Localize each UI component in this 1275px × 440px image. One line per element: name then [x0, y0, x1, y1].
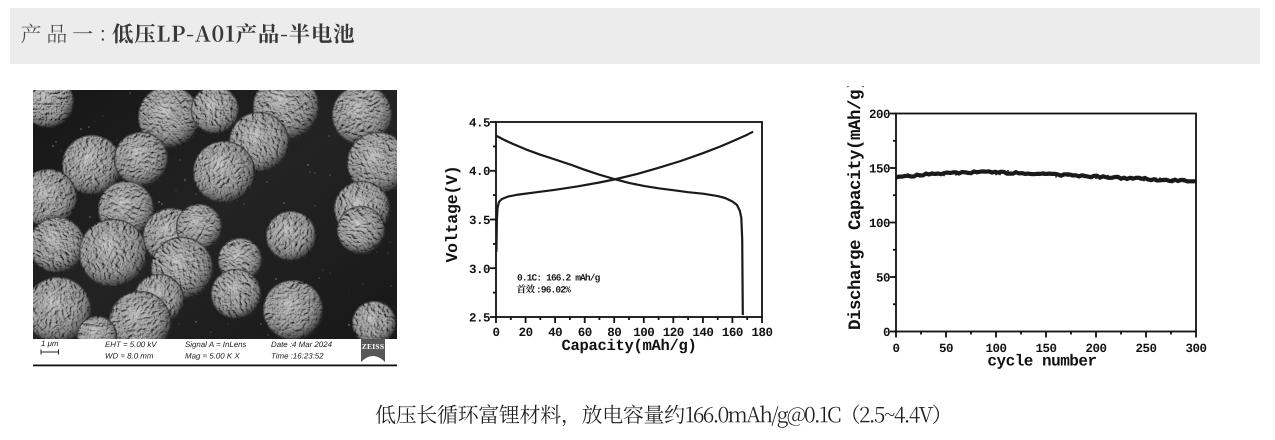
- svg-text:50: 50: [876, 272, 890, 286]
- svg-text:0: 0: [883, 326, 890, 340]
- svg-text:80: 80: [607, 326, 621, 340]
- svg-text:Date :4 Mar 2024: Date :4 Mar 2024: [271, 340, 333, 349]
- svg-text:100: 100: [985, 342, 1006, 356]
- svg-text:300: 300: [1185, 342, 1206, 356]
- svg-text:4.5: 4.5: [469, 117, 490, 131]
- svg-text:3.5: 3.5: [469, 214, 490, 228]
- svg-text:EHT = 5.00 kV: EHT = 5.00 kV: [105, 340, 157, 349]
- svg-text:1 μm: 1 μm: [41, 339, 59, 348]
- svg-text:160: 160: [722, 326, 743, 340]
- svg-text:Voltage(V): Voltage(V): [443, 165, 462, 262]
- svg-text:WD = 8.0 mm: WD = 8.0 mm: [105, 352, 154, 361]
- svg-text:2.5: 2.5: [469, 312, 490, 326]
- svg-text:150: 150: [1035, 342, 1056, 356]
- svg-text:0.1C: 166.2 mAh/g: 0.1C: 166.2 mAh/g: [517, 273, 601, 284]
- svg-text:60: 60: [578, 326, 592, 340]
- svg-text:ZEISS: ZEISS: [362, 342, 385, 351]
- svg-text:180: 180: [751, 326, 772, 340]
- svg-text:40: 40: [548, 326, 562, 340]
- svg-text:200: 200: [1085, 342, 1106, 356]
- svg-text:200: 200: [869, 108, 890, 122]
- svg-text:0: 0: [492, 326, 499, 340]
- svg-text:Discharge Capacity(mAh/g): Discharge Capacity(mAh/g): [846, 80, 866, 330]
- svg-text:120: 120: [663, 326, 684, 340]
- svg-text:100: 100: [633, 326, 654, 340]
- svg-text::96.02%: :96.02%: [536, 285, 571, 296]
- svg-text:Capacity(mAh/g): Capacity(mAh/g): [561, 337, 696, 355]
- svg-text:Time :16:23:52: Time :16:23:52: [271, 352, 324, 361]
- svg-text:20: 20: [519, 326, 533, 340]
- svg-text:Signal A = InLens: Signal A = InLens: [185, 340, 247, 349]
- svg-text:3.0: 3.0: [469, 263, 490, 277]
- svg-text:250: 250: [1135, 342, 1156, 356]
- svg-text:150: 150: [869, 163, 890, 177]
- svg-text:100: 100: [869, 217, 890, 231]
- svg-text:140: 140: [692, 326, 713, 340]
- svg-text:4.0: 4.0: [469, 165, 490, 179]
- svg-text:Mag = 5.00 K X: Mag = 5.00 K X: [185, 352, 240, 361]
- svg-text:0: 0: [892, 342, 899, 356]
- svg-text:cycle number: cycle number: [987, 353, 1096, 371]
- svg-text:50: 50: [939, 342, 953, 356]
